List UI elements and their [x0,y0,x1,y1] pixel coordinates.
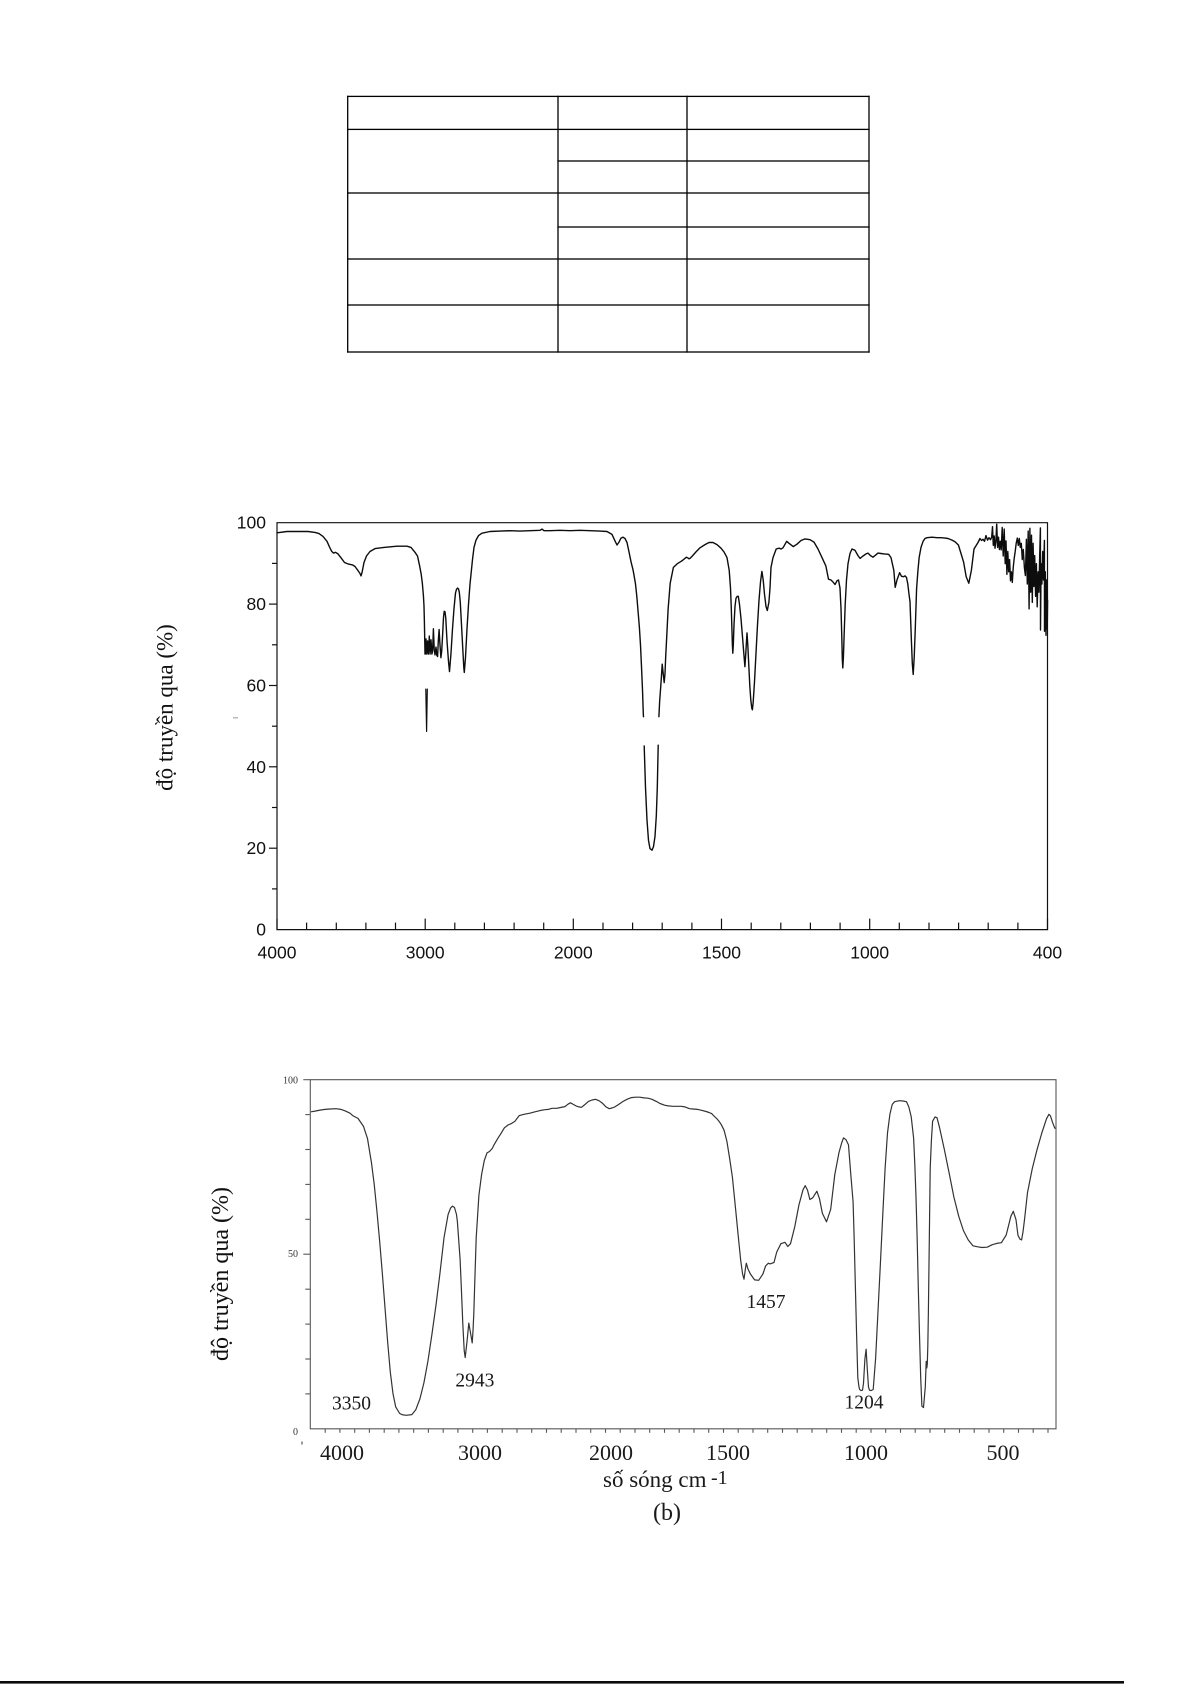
svg-text:1204: 1204 [845,1393,884,1414]
svg-text:3350: 3350 [332,1394,371,1415]
svg-text:0: 0 [293,1427,298,1438]
svg-text:3000: 3000 [458,1440,502,1465]
svg-text:2000: 2000 [554,943,593,963]
svg-text:2943: 2943 [455,1371,494,1392]
svg-text:80: 80 [247,594,267,614]
svg-text:400: 400 [1033,943,1062,963]
svg-text:0: 0 [256,920,266,940]
svg-text:100: 100 [283,1076,298,1087]
svg-text:độ truyền qua (%): độ truyền qua (%) [153,624,178,791]
svg-text:60: 60 [247,676,267,696]
svg-text:2000: 2000 [589,1440,633,1465]
svg-text:1500: 1500 [706,1440,750,1465]
svg-text:3000: 3000 [406,943,445,963]
svg-text:500: 500 [987,1440,1020,1465]
svg-text:4000: 4000 [258,943,297,963]
svg-text:1500: 1500 [702,943,741,963]
svg-text:20: 20 [247,838,267,858]
svg-text:50: 50 [288,1249,298,1260]
svg-text:(b): (b) [653,1500,681,1526]
svg-text:số sóng cm: số sóng cm [603,1467,707,1492]
svg-text:4000: 4000 [320,1440,364,1465]
svg-text:40: 40 [247,757,267,777]
svg-text:độ truyền qua (%): độ truyền qua (%) [208,1187,234,1361]
svg-text:1000: 1000 [850,943,889,963]
svg-text:1000: 1000 [844,1440,888,1465]
svg-text:100: 100 [237,513,266,533]
svg-text:1457: 1457 [747,1292,786,1313]
svg-text:-1: -1 [711,1467,728,1489]
